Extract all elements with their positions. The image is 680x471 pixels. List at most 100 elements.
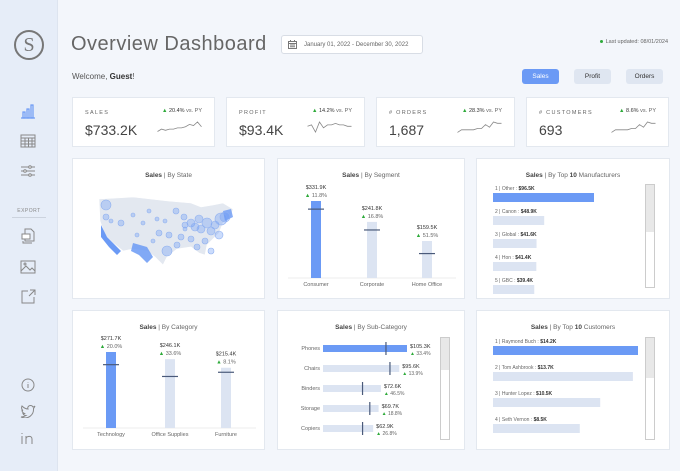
bar-phones — [323, 345, 407, 352]
state-bubble — [150, 238, 156, 244]
bar-label: 2 | Canon : $48.9K — [495, 209, 537, 215]
kpi-value: 1,687 — [389, 122, 425, 138]
bar-delta: ▲ 33.6% — [159, 351, 182, 357]
bar-consumer — [311, 201, 321, 278]
welcome-message: Welcome, Guest! — [72, 72, 135, 81]
kpi-card-sales[interactable]: SALES $733.2K ▲ 20.4% vs. PY — [72, 97, 215, 147]
toggle-orders-button[interactable]: Orders — [626, 69, 663, 84]
us-map[interactable] — [73, 159, 266, 300]
scrollbar[interactable] — [645, 184, 655, 288]
kpi-card-orders[interactable]: # ORDERS 1,687 ▲ 28.3% vs. PY — [376, 97, 515, 147]
panel-sales-by-category: Sales | By Category $271.7K ▲ 20.0% Techno… — [72, 310, 265, 450]
sliders-icon[interactable] — [17, 160, 39, 182]
state-bubble — [180, 213, 188, 221]
state-bubble — [162, 218, 168, 224]
linkedin-icon[interactable] — [17, 427, 39, 449]
state-bubble — [172, 207, 180, 215]
bar-delta: ▲ 51.5% — [416, 233, 439, 239]
panel-top-manufacturers: Sales | By Top 10 Manufacturers 1 | Othe… — [476, 158, 670, 299]
pdf-icon[interactable] — [17, 225, 39, 247]
category-chart: $271.7K ▲ 20.0% Technology $246.1K ▲ 33.6% Of… — [83, 336, 256, 438]
info-icon[interactable] — [17, 374, 39, 396]
state-bubble — [214, 230, 224, 240]
sparkline — [457, 121, 502, 133]
bar-hunter-lopez — [493, 398, 601, 407]
scrollbar[interactable] — [645, 337, 655, 440]
bar-delta: ▲ 26.8% — [376, 431, 397, 437]
panel-title: Sales | By Top 10 Customers — [530, 324, 616, 331]
state-bubble — [193, 243, 201, 251]
page-title: Overview Dashboard — [71, 33, 267, 55]
scrollbar-thumb[interactable] — [646, 185, 654, 232]
state-bubble — [201, 237, 209, 245]
toggle-profit-button[interactable]: Profit — [574, 69, 611, 84]
state-california — [101, 225, 121, 255]
scrollbar-thumb[interactable] — [646, 338, 654, 378]
kpi-card-customers[interactable]: # CUSTOMERS 693 ▲ 8.6% vs. PY — [526, 97, 669, 147]
bar-label: Binders — [301, 386, 320, 392]
kpi-card-profit[interactable]: PROFIT $93.4K ▲ 14.2% vs. PY — [226, 97, 365, 147]
bar-other — [493, 193, 594, 202]
image-icon[interactable] — [17, 256, 39, 278]
bar-home-office — [422, 240, 432, 278]
external-link-icon[interactable] — [17, 286, 39, 308]
bar-label: 1 | Other : $96.5K — [495, 186, 535, 192]
subcategory-chart: Phones $105.3K▲ 33.4% Chairs $95.6K▲ 13.9% B… — [301, 342, 431, 437]
bar-delta: ▲ 16.8% — [361, 214, 384, 220]
bar-value: $159.5K — [417, 225, 438, 231]
toggle-sales-button[interactable]: Sales — [522, 69, 559, 84]
bar-value: $95.6K — [402, 364, 420, 370]
panel-title: Sales | By Sub-Category — [335, 324, 407, 331]
bar-hon — [493, 262, 537, 271]
bar-label: Home Office — [412, 282, 442, 288]
scrollbar[interactable] — [440, 337, 450, 440]
bar-seth-vernon — [493, 424, 580, 433]
state-bubble — [207, 247, 215, 255]
state-bubble — [155, 229, 163, 237]
table-icon[interactable] — [17, 130, 39, 152]
sparkline-path — [307, 121, 352, 134]
date-range-picker[interactable]: January 01, 2022 - December 30, 2022 — [281, 35, 423, 54]
bar-delta: ▲ 13.9% — [402, 371, 423, 377]
bar-chart-icon[interactable] — [17, 100, 39, 122]
bar-label: Copiers — [301, 426, 320, 432]
last-updated: Last updated: 08/01/2024 — [599, 39, 668, 45]
bar-value: $271.7K — [101, 336, 122, 342]
state-bubble — [181, 221, 189, 229]
segment-chart: $331.9K ▲ 11.8% Consumer $241.8K ▲ 16.8% Corp… — [288, 185, 456, 288]
bar-label: Office Supplies — [152, 432, 189, 438]
kpi-delta: ▲ 14.2% vs. PY — [311, 108, 352, 114]
panel-title: Sales | By Top 10 Manufacturers — [525, 172, 621, 179]
sparkline-path — [457, 121, 502, 133]
state-bubble — [165, 231, 173, 239]
up-arrow-icon: ▲ — [311, 108, 318, 114]
bar-label: Corporate — [360, 282, 384, 288]
bar-value: $331.9K — [306, 185, 327, 191]
bar-binders — [323, 385, 381, 392]
bar-value: $215.4K — [216, 352, 237, 358]
manufacturers-chart: 1 | Other : $96.5K 2 | Canon : $48.9K 3 | … — [493, 186, 594, 294]
state-bubble — [130, 212, 136, 218]
state-bubble — [100, 199, 112, 211]
scrollbar-thumb[interactable] — [441, 338, 449, 370]
state-bubble — [140, 220, 146, 226]
panel-title: Sales | By Segment — [342, 172, 400, 179]
kpi-value: $733.2K — [85, 122, 138, 138]
state-bubble — [177, 233, 185, 241]
bar-label: 2 | Tom Ashbrook : $13.7K — [495, 365, 554, 371]
calendar-icon — [288, 40, 297, 49]
logo: S — [14, 30, 44, 60]
sparkline-path — [611, 121, 656, 133]
bar-gbc — [493, 285, 535, 294]
bar-label: Storage — [301, 406, 320, 412]
bar-raymond-buch — [493, 346, 638, 355]
kpi-value: $93.4K — [239, 122, 284, 138]
state-bubble — [117, 219, 125, 227]
bar-delta: ▲ 20.0% — [100, 344, 123, 350]
state-bubble — [173, 241, 181, 249]
bar-label: 4 | Hon : $41.4K — [495, 255, 532, 261]
user-name: Guest — [109, 72, 133, 81]
twitter-icon[interactable] — [17, 400, 39, 422]
bar-value: $69.7K — [382, 404, 400, 410]
state-bubble — [154, 216, 160, 222]
